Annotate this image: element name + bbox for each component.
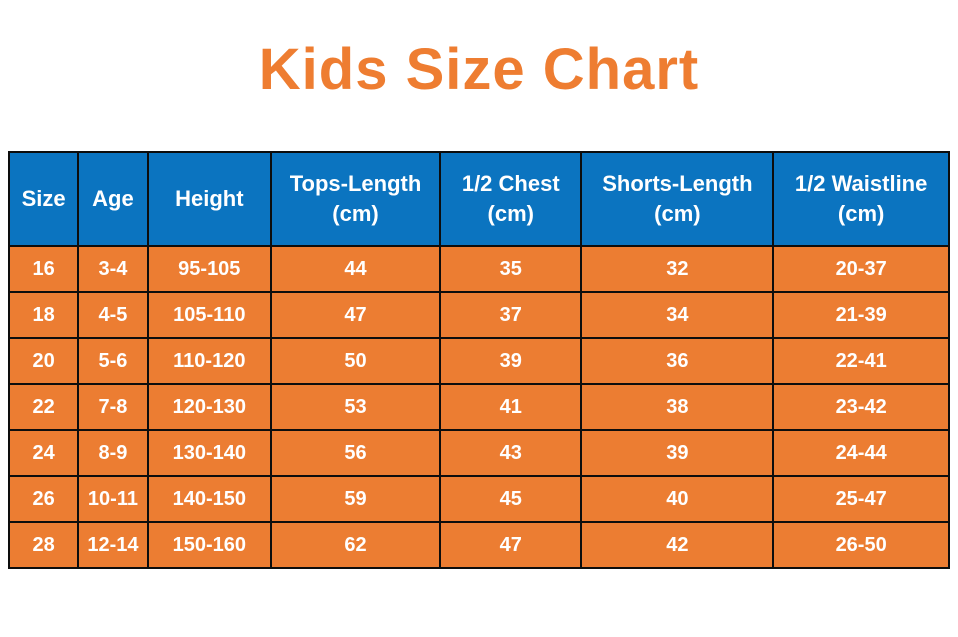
table-cell: 110-120 (146, 337, 273, 385)
table-cell: 25-47 (772, 475, 950, 523)
table-cell: 47 (439, 521, 583, 569)
table-cell: 35 (439, 245, 583, 293)
table-cell: 24-44 (772, 429, 950, 477)
column-header: Age (77, 151, 149, 247)
table-cell: 22-41 (772, 337, 950, 385)
table-cell: 45 (439, 475, 583, 523)
table-cell: 28 (7, 521, 80, 569)
table-cell: 41 (439, 383, 583, 431)
table-cell: 140-150 (146, 475, 273, 523)
table-cell: 8-9 (77, 429, 149, 477)
table-cell: 38 (580, 383, 775, 431)
table-cell: 130-140 (146, 429, 273, 477)
kids-size-chart-table: Size Age Height Tops-Length (cm) 1/2 Chest (… (7, 151, 950, 569)
table-cell: 95-105 (146, 245, 273, 293)
column-header: 1/2 Waistline (cm) (772, 151, 950, 247)
table-cell: 37 (439, 291, 583, 339)
table-cell: 50 (270, 337, 442, 385)
table-cell: 7-8 (77, 383, 149, 431)
table-cell: 42 (580, 521, 775, 569)
table-cell: 10-11 (77, 475, 149, 523)
table-cell: 4-5 (77, 291, 149, 339)
table-cell: 12-14 (77, 521, 149, 569)
table-cell: 32 (580, 245, 775, 293)
table-cell: 16 (7, 245, 80, 293)
table-row: 18 4-5 105-110 47 37 34 21-39 (7, 291, 950, 339)
table-cell: 21-39 (772, 291, 950, 339)
table-cell: 105-110 (146, 291, 273, 339)
table-cell: 24 (7, 429, 80, 477)
table-cell: 40 (580, 475, 775, 523)
table-cell: 26-50 (772, 521, 950, 569)
table-cell: 5-6 (77, 337, 149, 385)
table-cell: 62 (270, 521, 442, 569)
table-cell: 20-37 (772, 245, 950, 293)
table-cell: 47 (270, 291, 442, 339)
table-cell: 18 (7, 291, 80, 339)
column-header: 1/2 Chest (cm) (439, 151, 583, 247)
table-body: 16 3-4 95-105 44 35 32 20-37 18 4-5 105-110 47 37 34… (7, 245, 950, 569)
column-header: Size (7, 151, 80, 247)
column-header: Height (146, 151, 273, 247)
table-cell: 44 (270, 245, 442, 293)
table-cell: 23-42 (772, 383, 950, 431)
table-row: 22 7-8 120-130 53 41 38 23-42 (7, 383, 950, 431)
table-cell: 34 (580, 291, 775, 339)
table-cell: 36 (580, 337, 775, 385)
column-header: Shorts-Length (cm) (580, 151, 775, 247)
table-row: 16 3-4 95-105 44 35 32 20-37 (7, 245, 950, 293)
table-cell: 3-4 (77, 245, 149, 293)
table-row: 24 8-9 130-140 56 43 39 24-44 (7, 429, 950, 477)
table-cell: 150-160 (146, 521, 273, 569)
table-cell: 26 (7, 475, 80, 523)
table-cell: 43 (439, 429, 583, 477)
table-header: Size Age Height Tops-Length (cm) 1/2 Chest (… (7, 151, 950, 247)
page-title: Kids Size Chart (258, 37, 700, 102)
table-row: 28 12-14 150-160 62 47 42 26-50 (7, 521, 950, 569)
table-cell: 20 (7, 337, 80, 385)
table-cell: 39 (580, 429, 775, 477)
table-row: 20 5-6 110-120 50 39 36 22-41 (7, 337, 950, 385)
table-row: 26 10-11 140-150 59 45 40 25-47 (7, 475, 950, 523)
table-cell: 120-130 (146, 383, 273, 431)
header-row: Size Age Height Tops-Length (cm) 1/2 Chest (… (7, 151, 950, 247)
table-cell: 56 (270, 429, 442, 477)
table-cell: 53 (270, 383, 442, 431)
table-cell: 39 (439, 337, 583, 385)
column-header: Tops-Length (cm) (270, 151, 442, 247)
table-cell: 22 (7, 383, 80, 431)
table-cell: 59 (270, 475, 442, 523)
